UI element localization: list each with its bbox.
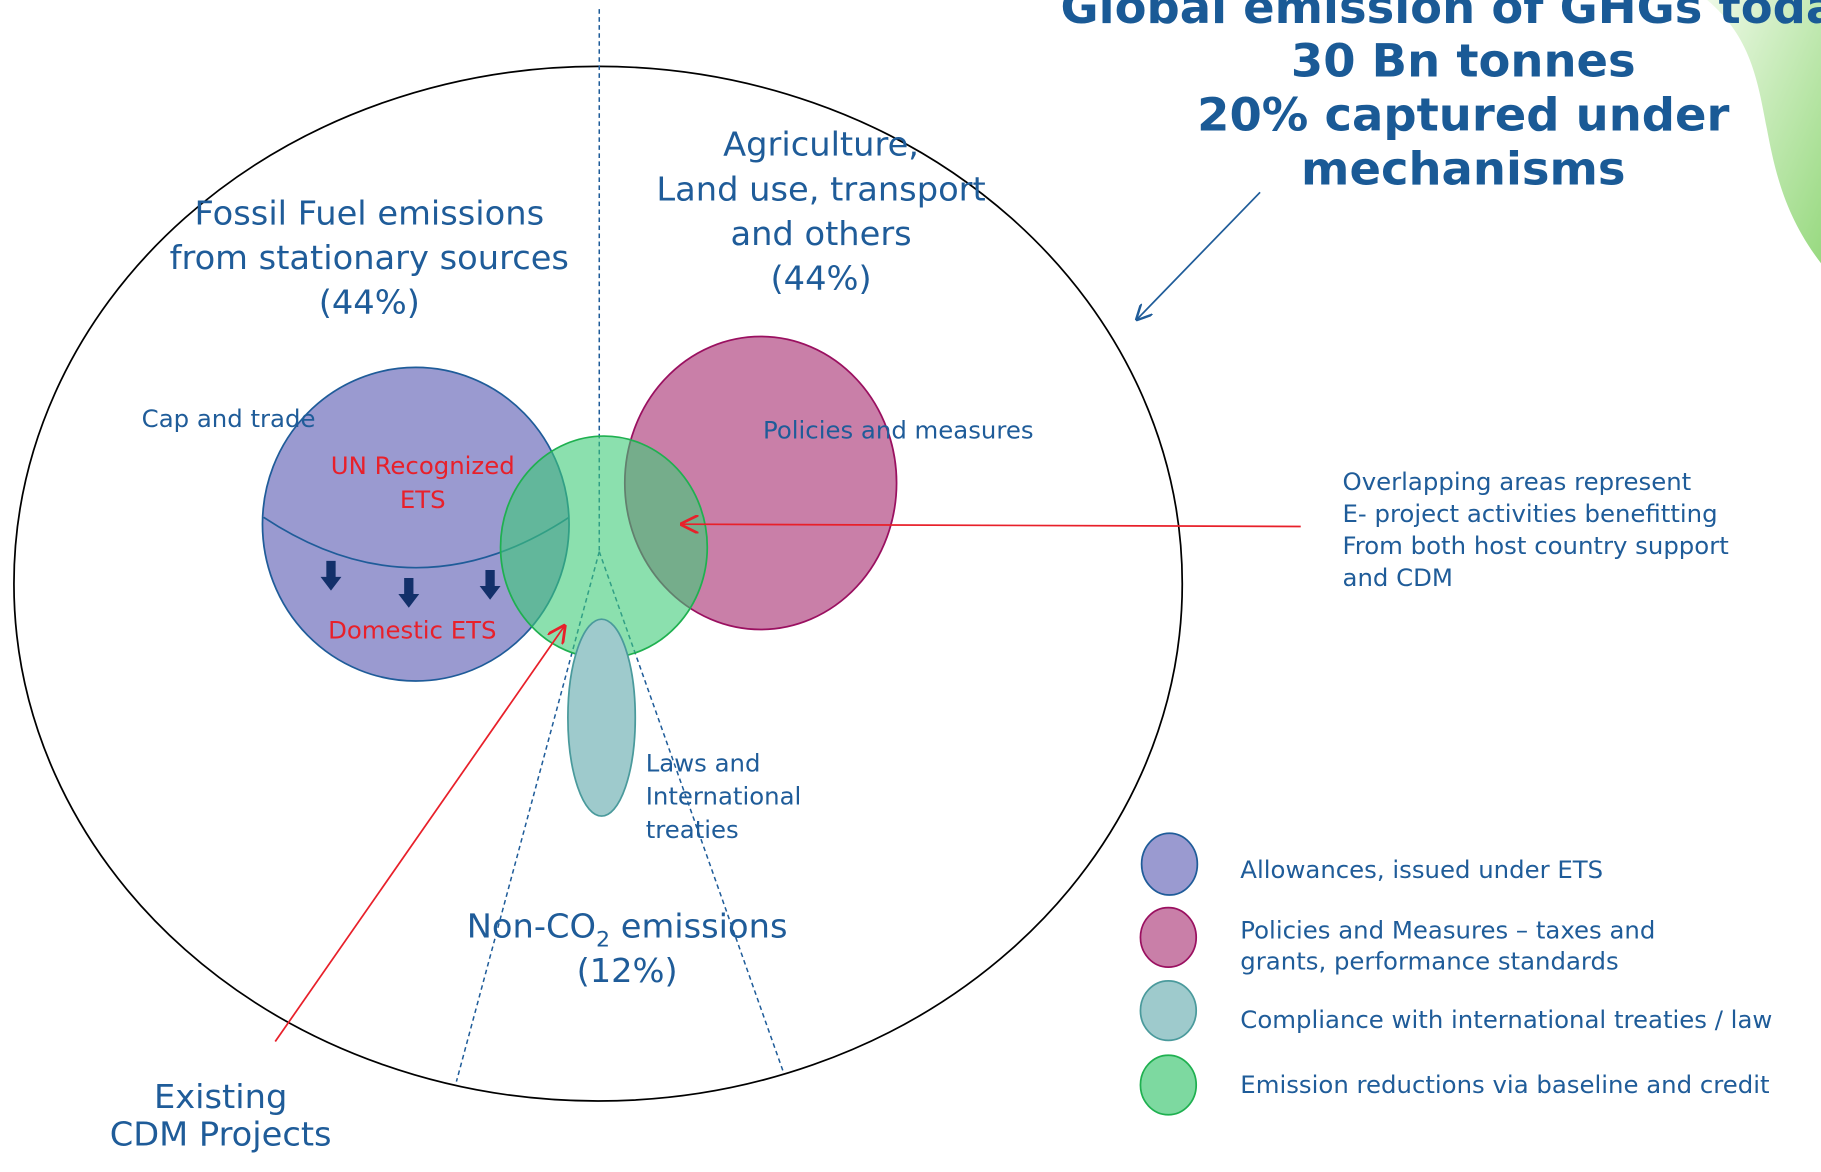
legend-label: Allowances, issued under ETS — [1240, 856, 1603, 884]
annotation: Existing — [154, 1077, 287, 1116]
circle-label: International — [646, 783, 802, 811]
circle-label: treaties — [646, 816, 739, 844]
text: 2 — [596, 928, 610, 953]
annotation: CDM Projects — [110, 1115, 332, 1154]
legend-label: Compliance with international treaties /… — [1240, 1006, 1772, 1034]
overlap-arrow — [682, 524, 1301, 526]
sector-label: (44%) — [319, 283, 420, 322]
global-circle — [13, 65, 1184, 1102]
laws-ellipse — [567, 618, 637, 817]
circle-label: UN Recognized — [331, 452, 515, 480]
legend-swatch — [1140, 832, 1199, 896]
down-arrows — [320, 560, 501, 608]
title-line: Global emission of GHGs today — [1061, 0, 1821, 34]
legend-label: Policies and Measures – taxes and — [1240, 917, 1655, 945]
sector-label: from stationary sources — [170, 238, 569, 277]
sector-label: Agriculture, — [723, 125, 919, 164]
circle-label: Laws and — [646, 750, 761, 778]
circle-label: Cap and trade — [142, 405, 316, 433]
cdm-arrow — [274, 626, 564, 1043]
annotation: Overlapping areas represent — [1343, 468, 1692, 496]
annotation: and CDM — [1343, 564, 1453, 592]
circle-label: Policies and measures — [763, 417, 1034, 445]
sector-label: and others — [730, 214, 911, 253]
legend-swatch — [1139, 1054, 1198, 1116]
annotation: E- project activities benefitting — [1343, 500, 1718, 528]
text: Non-CO — [467, 907, 596, 946]
legend-swatch — [1139, 906, 1198, 968]
circle-label: Domestic ETS — [328, 617, 496, 645]
sector-label: Fossil Fuel emissions — [194, 194, 544, 233]
text: emissions — [610, 907, 787, 946]
legend-label: grants, performance standards — [1240, 948, 1618, 976]
legend-swatch — [1139, 980, 1198, 1042]
annotation: From both host country support — [1343, 532, 1729, 560]
title-line: mechanisms — [1301, 142, 1626, 196]
title-arrow — [1137, 191, 1261, 319]
circle-label: ETS — [400, 486, 446, 514]
non-co2-share: (12%) — [577, 951, 678, 990]
title-line: 20% captured under — [1197, 88, 1730, 142]
title-line: 30 Bn tonnes — [1291, 34, 1636, 88]
sector-label: Land use, transport — [656, 170, 985, 209]
decor-swirl — [1707, 0, 1821, 264]
legend-label: Emission reductions via baseline and cre… — [1240, 1071, 1769, 1099]
non-co2-label: Non-CO2 emissions — [467, 907, 788, 953]
sector-label: (44%) — [771, 259, 872, 298]
